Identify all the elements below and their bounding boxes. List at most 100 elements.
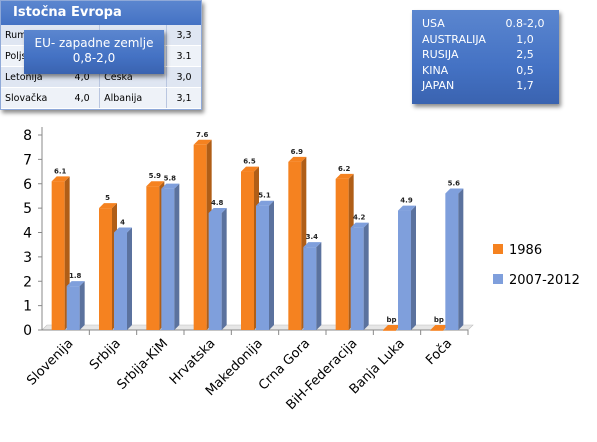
data-label: 6.5 (243, 158, 256, 166)
data-label: 5.6 (448, 180, 461, 188)
bar-2007-2012 (161, 188, 175, 330)
bar-1986 (383, 330, 396, 331)
legend-swatch (493, 274, 503, 284)
value-cell: 3,1 (166, 87, 201, 109)
legend-swatch (493, 244, 503, 254)
world-country: AUSTRALIJA (422, 32, 486, 46)
y-tick-label: 7 (23, 152, 32, 168)
bar-top (193, 139, 212, 145)
value-cell: 3.1 (166, 45, 201, 67)
world-value: 0,5 (516, 63, 534, 77)
y-tick-label: 6 (23, 177, 32, 193)
bar-top (114, 227, 132, 233)
bar-2007-2012 (208, 213, 222, 330)
bar-side (458, 188, 464, 330)
bar-top (430, 325, 449, 330)
bar-top (383, 325, 401, 330)
bar-side (127, 227, 132, 330)
world-row: KINA 0,5 (412, 63, 559, 79)
bar-top (208, 208, 227, 213)
bar-1986 (430, 330, 444, 331)
world-country: USA (422, 17, 445, 30)
value-cell: 4,0 (65, 87, 100, 109)
y-tick-label: 0 (23, 323, 32, 339)
bar-top (398, 205, 416, 211)
eastern-europe-title: Istočna Evropa (1, 1, 201, 25)
data-label: 1.8 (69, 272, 82, 280)
legend-label: 2007-2012 (509, 273, 580, 288)
bar-2007-2012 (398, 210, 411, 330)
world-country: RUSIJA (422, 48, 459, 61)
x-category-label: Srbija (87, 336, 124, 373)
bar-side (269, 200, 274, 330)
x-category-label: Foča (423, 336, 455, 368)
bar-1986 (335, 178, 349, 330)
bar-side (316, 242, 322, 330)
data-label: 4.2 (353, 214, 366, 222)
eu-box-range: 0,8-2,0 (72, 51, 116, 65)
bar-side (363, 222, 369, 330)
x-category-label: Slovenija (24, 336, 76, 388)
bar-side (221, 208, 227, 330)
world-value: 1,0 (516, 32, 534, 46)
y-tick-label: 4 (23, 226, 32, 242)
bar-side (174, 183, 180, 330)
data-label: 6.9 (291, 148, 304, 156)
value-cell: 3,3 (166, 25, 201, 46)
legend-label: 1986 (509, 243, 542, 258)
eu-box-title: EU- zapadne zemlje (34, 36, 154, 50)
bar-top (256, 200, 274, 206)
bar-2007-2012 (350, 227, 364, 330)
bar-1986 (288, 161, 302, 330)
country-cell: Albanija (99, 87, 167, 109)
value-cell: 3,0 (166, 66, 201, 88)
world-value: 0.8-2,0 (505, 17, 545, 30)
bar-2007-2012 (66, 286, 80, 330)
bar-top (241, 166, 259, 172)
world-country: KINA (422, 63, 449, 77)
y-tick-label: 2 (23, 274, 32, 290)
data-label: 6.2 (338, 165, 351, 173)
bar-top (66, 281, 85, 287)
data-label: 7.6 (196, 131, 209, 139)
y-tick-label: 5 (23, 201, 32, 217)
eu-western-countries-box: EU- zapadne zemlje 0,8-2,0 (24, 30, 164, 74)
bar-1986 (193, 144, 207, 330)
bar-top (99, 203, 117, 209)
bar-1986 (146, 186, 160, 330)
bar-2007-2012 (256, 205, 269, 330)
data-label: 5.8 (164, 175, 177, 183)
data-label: bp (386, 316, 396, 324)
bar-side (411, 205, 416, 330)
world-value: 2,5 (516, 48, 534, 61)
world-value: 1,7 (516, 79, 534, 92)
world-country: JAPAN (422, 79, 455, 92)
y-tick-label: 3 (23, 250, 32, 266)
bar-2007-2012 (114, 232, 127, 330)
data-label: 3.4 (306, 233, 319, 241)
y-tick-label: 8 (23, 128, 32, 144)
bar-top (335, 173, 354, 179)
data-label: 6.1 (54, 167, 67, 175)
bar-1986 (51, 181, 65, 330)
world-countries-box: USA 0.8-2,0 AUSTRALIJA 1,0 RUSIJA 2,5 KINA 0,5 J… (412, 10, 559, 104)
bar-2007-2012 (303, 247, 317, 330)
data-label: bp (434, 316, 444, 324)
world-row: JAPAN 1,7 (412, 78, 559, 94)
bar-top (161, 183, 180, 189)
bar-side (79, 281, 85, 330)
bar-top (51, 176, 70, 182)
bar-1986 (99, 208, 112, 330)
bar-2007-2012 (445, 193, 459, 330)
bar-top (350, 222, 369, 228)
world-row: RUSIJA 2,5 (412, 47, 559, 63)
y-tick-label: 1 (23, 299, 32, 315)
bar-top (146, 181, 165, 187)
bar-top (303, 242, 322, 248)
data-label: 4 (120, 219, 125, 227)
world-row: USA 0.8-2,0 (412, 10, 559, 32)
bar-1986 (241, 171, 254, 330)
data-label: 5.1 (258, 192, 271, 200)
data-label: 4.9 (400, 197, 413, 205)
